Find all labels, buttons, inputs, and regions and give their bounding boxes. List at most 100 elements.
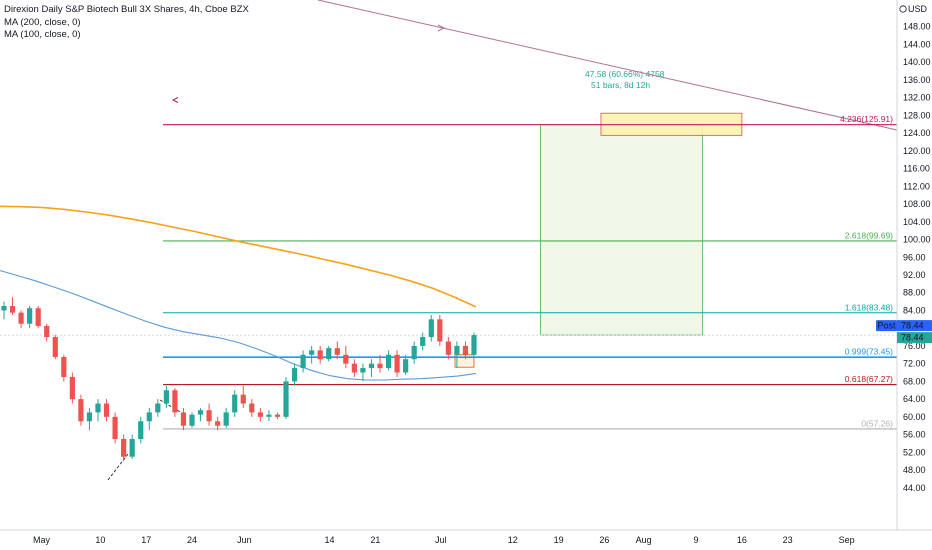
candle-body [112,416,118,440]
x-tick-label: 21 [370,535,380,545]
y-tick-label: 124.00 [903,128,931,138]
candle-body [78,399,84,422]
legend-title: Direxion Daily S&P Biotech Bull 3X Share… [4,4,249,15]
candle-body [129,439,135,457]
candle [274,412,281,420]
fib-arrow [171,97,179,103]
y-tick-label: 132.00 [903,93,931,103]
candle-body [232,394,238,413]
x-tick-label: 17 [141,535,151,545]
candle [129,434,135,459]
fib-label: 1.618(83.48) [845,302,893,312]
candle-body [249,403,255,413]
candle [189,412,195,428]
post-price-tag: Post 78.44 78.44 [876,320,932,344]
candle [326,345,332,362]
candle-body [326,348,332,360]
x-tick-label: 9 [694,535,699,545]
currency-icon [899,5,907,13]
candle-body [61,356,67,377]
candle [403,354,409,375]
post-badge [876,320,897,332]
last-price-badge [897,332,932,344]
ma200-line [0,205,477,308]
measure-label: 47.58 (60.66%) 4758 [585,69,665,79]
ma100-line [0,269,477,381]
candle [232,390,238,417]
candle [1,301,7,320]
candle-body [155,403,161,413]
candle-body [86,412,93,422]
candle [385,350,392,371]
candle-body [121,439,127,457]
candle-body [377,363,383,369]
y-tick-label: 120.00 [903,146,931,156]
candle [420,332,426,351]
y-tick-label: 56.00 [903,430,926,440]
candle [146,407,152,431]
x-tick-label: 23 [783,535,793,545]
trendline [317,0,898,131]
candle-body [172,390,178,413]
legend-ma100: MA (100, close, 0) [4,29,81,40]
x-tick-label: Jul [435,535,447,545]
candle-body [35,308,41,326]
candle [291,363,298,386]
y-tick-label: 76.00 [903,341,926,351]
candle-body [300,354,306,369]
y-tick-label: 140.00 [903,57,931,67]
candle [471,332,477,357]
y-tick-label: 96.00 [903,252,926,262]
candle [368,359,375,377]
candle [266,410,272,422]
candle-body [189,414,195,426]
candle-body [360,368,366,373]
y-tick-label: 116.00 [903,164,930,174]
candle [112,412,118,444]
candle [462,341,469,360]
last-price-label: 78.44 [901,333,924,343]
y-tick-label: 148.00 [903,22,931,32]
candle [95,399,101,422]
fib-label: 0.618(67.27) [845,374,893,384]
candle [309,345,315,364]
fib-label: 0.999(73.45) [845,347,893,357]
candle [61,354,67,382]
candle-body [291,368,298,382]
x-tick-label: May [33,535,51,545]
candle-body [215,421,221,426]
candle-body [146,412,152,422]
y-tick-label: 60.00 [903,412,926,422]
candle-body [403,359,409,373]
candle [78,394,84,426]
post-price-badge [897,320,932,332]
moving-averages [0,205,477,381]
candle-body [69,376,75,400]
candle [86,407,93,431]
y-tick-label: 108.00 [903,199,931,209]
candle-body [95,403,101,413]
candle-body [103,403,110,417]
pattern-line [159,399,183,414]
pattern-line [107,453,129,481]
candle [197,407,204,422]
x-tick-label: 26 [599,535,609,545]
candle-body [163,390,169,404]
candle [69,372,75,404]
candle [206,403,212,426]
y-tick-label: 92.00 [903,270,926,280]
candle [103,399,110,422]
candle-body [411,345,417,360]
candle [163,385,169,408]
candle-body [240,394,246,404]
candle-body [44,325,50,338]
y-tick-label: 136.00 [903,75,931,85]
y-tick-label: 72.00 [903,359,926,369]
x-tick-label: Jun [237,535,252,545]
candle-body [368,363,375,369]
x-tick-label: 14 [324,535,334,545]
candle [300,350,306,373]
